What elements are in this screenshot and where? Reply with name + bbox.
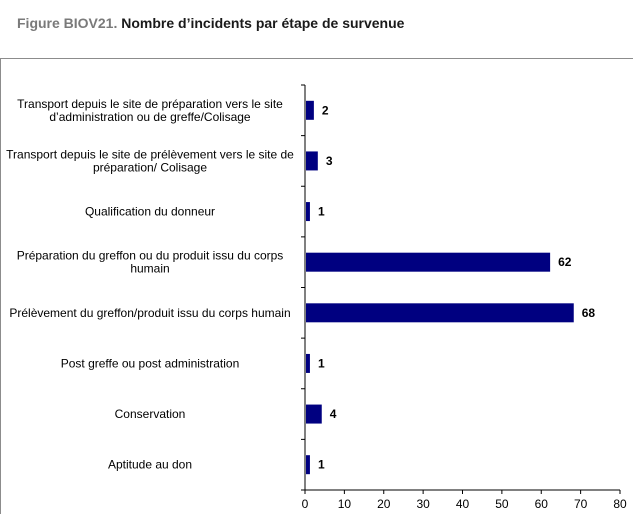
- category-label: Préparation du greffon ou du produit iss…: [17, 249, 284, 276]
- category-label-line: Préparation du greffon ou du produit iss…: [17, 249, 284, 263]
- bar-value-label: 1: [318, 205, 325, 219]
- bar-value-label: 68: [582, 306, 596, 320]
- bar: [306, 353, 310, 373]
- bar: [306, 202, 310, 222]
- x-tick-label: 80: [613, 497, 627, 511]
- category-label: Post greffe ou post administration: [61, 356, 240, 370]
- bar-value-label: 4: [330, 407, 337, 421]
- category-label-line: Transport depuis le site de prélèvement …: [6, 147, 294, 161]
- x-tick-label: 70: [574, 497, 588, 511]
- bar: [306, 151, 318, 171]
- figure-title-text: Nombre d’incidents par étape de survenue: [121, 15, 405, 31]
- x-tick-label: 50: [495, 497, 509, 511]
- x-tick-label: 0: [302, 497, 309, 511]
- bar-value-label: 3: [326, 154, 333, 168]
- bar-value-label: 1: [318, 458, 325, 472]
- bar: [306, 100, 314, 120]
- category-label-line: humain: [130, 262, 169, 276]
- chart-frame: [0, 58, 633, 514]
- category-label: Transport depuis le site de préparation …: [17, 97, 283, 124]
- x-tick-label: 10: [338, 497, 352, 511]
- category-label: Prélèvement du greffon/produit issu du c…: [9, 306, 290, 320]
- category-label-line: Qualification du donneur: [85, 205, 215, 219]
- category-label: Transport depuis le site de prélèvement …: [6, 147, 294, 174]
- category-label-line: Aptitude au don: [108, 458, 192, 472]
- category-label-line: Conservation: [115, 407, 186, 421]
- category-label: Qualification du donneur: [85, 205, 215, 219]
- category-label-line: Post greffe ou post administration: [61, 356, 240, 370]
- bar-value-label: 1: [318, 356, 325, 370]
- figure-title: Figure BIOV21. Nombre d’incidents par ét…: [17, 15, 404, 31]
- category-label-line: Transport depuis le site de préparation …: [17, 97, 283, 111]
- bar-value-label: 62: [558, 255, 572, 269]
- bar: [306, 252, 551, 272]
- x-tick-label: 20: [377, 497, 391, 511]
- figure-number: Figure BIOV21.: [17, 15, 118, 31]
- bar-value-label: 2: [322, 103, 329, 117]
- category-label-line: Prélèvement du greffon/produit issu du c…: [9, 306, 290, 320]
- category-label-line: d’administration ou de greffe/Colisage: [49, 110, 251, 124]
- category-label: Aptitude au don: [108, 458, 192, 472]
- category-label-line: préparation/ Colisage: [93, 160, 207, 174]
- bar: [306, 455, 310, 475]
- category-label: Conservation: [115, 407, 186, 421]
- x-tick-label: 60: [535, 497, 549, 511]
- x-tick-label: 40: [456, 497, 470, 511]
- x-tick-label: 30: [416, 497, 430, 511]
- bar: [306, 303, 574, 323]
- bar: [306, 404, 322, 424]
